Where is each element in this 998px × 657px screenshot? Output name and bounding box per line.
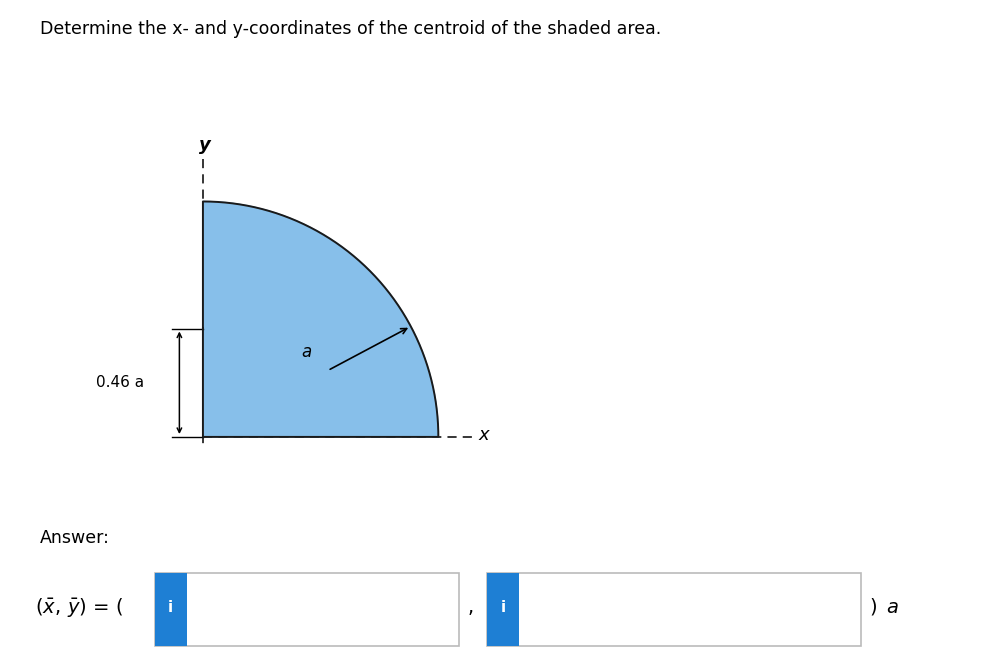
Text: 0.46 a: 0.46 a: [96, 375, 144, 390]
Bar: [487, 573, 861, 646]
Text: i: i: [500, 600, 506, 615]
Bar: [155, 573, 187, 646]
Text: i: i: [168, 600, 174, 615]
Bar: [155, 573, 459, 646]
Text: ): ): [870, 598, 884, 617]
Text: a: a: [301, 343, 311, 361]
Bar: [487, 573, 519, 646]
Polygon shape: [203, 202, 438, 437]
Text: Answer:: Answer:: [40, 529, 110, 547]
Text: Determine the x- and y-coordinates of the centroid of the shaded area.: Determine the x- and y-coordinates of th…: [40, 20, 661, 37]
Text: ,: ,: [468, 598, 474, 617]
Text: x: x: [478, 426, 489, 443]
Text: $(\bar{x},\,\bar{y})$ = (: $(\bar{x},\,\bar{y})$ = (: [35, 596, 123, 619]
Text: y: y: [200, 137, 212, 154]
Text: a: a: [886, 598, 898, 617]
